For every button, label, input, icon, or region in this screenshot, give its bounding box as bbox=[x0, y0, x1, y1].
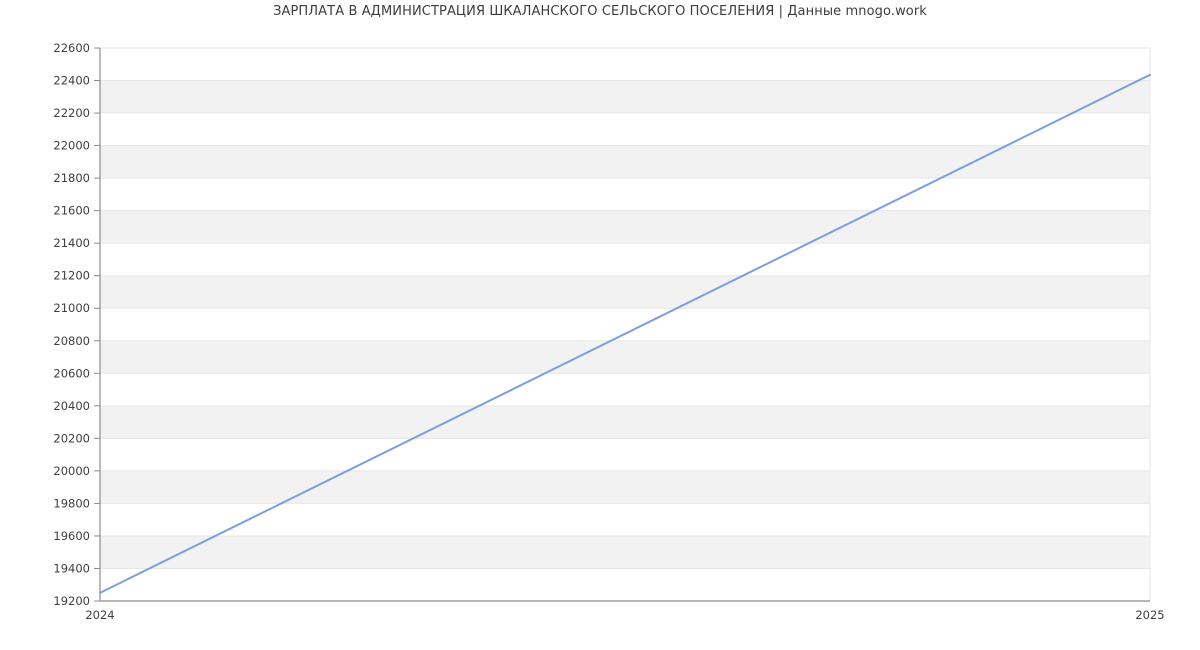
y-tick-label: 21800 bbox=[53, 171, 90, 185]
y-tick-label: 21200 bbox=[53, 269, 90, 283]
y-tick-label: 22000 bbox=[53, 139, 90, 153]
background-band bbox=[100, 210, 1150, 244]
y-tick-label: 22200 bbox=[53, 106, 90, 120]
y-tick-label: 21400 bbox=[53, 236, 90, 250]
y-tick-label: 21000 bbox=[53, 301, 90, 315]
y-tick-label: 19800 bbox=[53, 496, 90, 510]
y-tick-label: 22400 bbox=[53, 74, 90, 88]
y-tick-label: 20400 bbox=[53, 399, 90, 413]
x-tick-label: 2024 bbox=[85, 608, 114, 622]
y-tick-label: 20800 bbox=[53, 334, 90, 348]
background-band bbox=[100, 340, 1150, 374]
background-band bbox=[100, 80, 1150, 114]
background-band bbox=[100, 535, 1150, 569]
background-band bbox=[100, 470, 1150, 504]
y-tick-label: 22600 bbox=[53, 41, 90, 55]
background-band bbox=[100, 405, 1150, 439]
chart-title: ЗАРПЛАТА В АДМИНИСТРАЦИЯ ШКАЛАНСКОГО СЕЛ… bbox=[273, 4, 927, 19]
y-tick-label: 19200 bbox=[53, 594, 90, 608]
salary-line bbox=[99, 73, 1151, 594]
y-tick-label: 20200 bbox=[53, 431, 90, 445]
x-tick-label: 2025 bbox=[1135, 608, 1164, 622]
y-tick-label: 20600 bbox=[53, 366, 90, 380]
background-band bbox=[100, 275, 1150, 309]
y-tick-label: 20000 bbox=[53, 464, 90, 478]
y-tick-label: 21600 bbox=[53, 204, 90, 218]
y-tick-label: 19600 bbox=[53, 529, 90, 543]
y-tick-label: 19400 bbox=[53, 561, 90, 575]
background-band bbox=[100, 145, 1150, 179]
